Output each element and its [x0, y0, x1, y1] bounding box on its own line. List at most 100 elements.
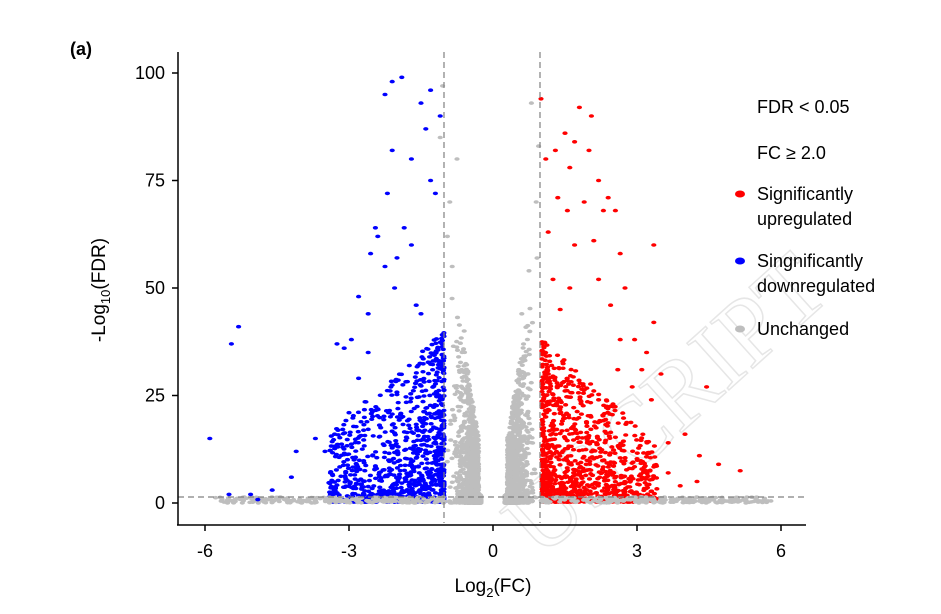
upregulated-point	[588, 427, 594, 432]
downregulated-point	[436, 359, 442, 363]
upregulated-point	[548, 454, 554, 459]
unchanged-point	[432, 500, 438, 505]
unchanged-point	[510, 416, 516, 421]
downregulated-point	[370, 434, 376, 438]
downregulated-point	[361, 415, 367, 420]
unchanged-point	[404, 500, 410, 505]
downregulated-point	[439, 345, 445, 349]
downregulated-point	[349, 468, 355, 473]
data-points	[207, 75, 774, 505]
upregulated-point	[610, 448, 617, 452]
unchanged-point	[454, 348, 461, 353]
downregulated-point	[358, 419, 364, 424]
upregulated-point	[575, 435, 581, 440]
upregulated-point	[573, 479, 579, 484]
unchanged-point	[518, 401, 524, 405]
upregulated-point	[570, 447, 577, 452]
unchanged-point	[598, 497, 604, 502]
upregulated-point	[618, 481, 625, 486]
downregulated-point	[406, 363, 412, 368]
downregulated-point	[392, 425, 398, 430]
unchanged-point	[451, 474, 457, 479]
unchanged-point	[523, 473, 529, 478]
downregulated-point	[380, 488, 387, 492]
downregulated-point	[438, 450, 444, 454]
unchanged-point	[458, 468, 464, 473]
upregulated-point	[636, 482, 642, 487]
unchanged-point	[518, 437, 525, 442]
downregulated-point	[364, 419, 370, 424]
upregulated-point	[541, 439, 547, 444]
unchanged-point	[658, 499, 665, 503]
upregulated-point	[551, 398, 557, 403]
unchanged-point	[452, 392, 458, 397]
upregulated-point	[539, 389, 545, 394]
unchanged-point	[451, 418, 458, 423]
upregulated-point	[651, 444, 658, 448]
upregulated-point	[623, 433, 629, 437]
upregulated-point	[652, 463, 658, 467]
unchanged-point	[372, 495, 378, 499]
downregulated-point	[441, 388, 447, 393]
unchanged-point	[457, 464, 464, 469]
upregulated-point	[648, 489, 654, 494]
downregulated-point	[352, 440, 358, 445]
unchanged-point	[605, 497, 611, 502]
downregulated-point	[413, 422, 419, 427]
unchanged-point	[765, 499, 771, 503]
downregulated-point	[370, 414, 376, 419]
upregulated-point	[601, 476, 608, 481]
unchanged-point	[524, 446, 530, 451]
upregulated-point	[601, 486, 608, 490]
downregulated-point	[385, 439, 391, 444]
downregulated-point	[343, 418, 349, 423]
downregulated-point	[410, 482, 416, 487]
downregulated-point	[400, 383, 406, 387]
downregulated-point	[386, 408, 393, 413]
downregulated-point	[386, 472, 392, 477]
unchanged-point	[465, 370, 471, 375]
upregulated-point	[561, 358, 567, 362]
upregulated-point	[571, 405, 577, 410]
unchanged-point	[526, 421, 532, 426]
downregulated-point	[423, 448, 429, 453]
upregulated-point	[547, 477, 553, 482]
unchanged-point	[728, 498, 734, 503]
downregulated-point	[341, 460, 347, 464]
upregulated-point	[595, 420, 601, 425]
downregulated-point	[369, 417, 375, 422]
upregulated-point	[564, 411, 570, 416]
upregulated-point	[539, 431, 546, 436]
downregulated-point	[341, 422, 347, 427]
unchanged-point	[461, 400, 467, 404]
unchanged-point	[454, 476, 460, 480]
downregulated-point	[403, 400, 409, 405]
upregulated-point	[569, 489, 575, 494]
unchanged-point	[474, 432, 480, 437]
upregulated-point	[564, 466, 570, 470]
downregulated-point	[367, 473, 374, 478]
downregulated-point	[439, 353, 445, 357]
unchanged-point	[274, 497, 281, 502]
downregulated-point	[440, 385, 446, 390]
downregulated-point	[347, 433, 353, 437]
unchanged-point	[458, 485, 465, 489]
upregulated-point	[583, 473, 589, 478]
upregulated-point	[612, 479, 618, 484]
upregulated-point	[580, 492, 587, 497]
unchanged-point	[521, 355, 527, 360]
upregulated-point	[598, 450, 604, 454]
downregulated-point	[348, 442, 354, 446]
downregulated-point	[419, 461, 425, 466]
downregulated-point	[347, 473, 354, 477]
upregulated-point	[557, 398, 563, 403]
upregulated-point	[591, 485, 597, 490]
downregulated-point	[340, 427, 346, 432]
unchanged-point	[266, 497, 272, 502]
downregulated-point	[431, 454, 437, 458]
unchanged-point	[312, 500, 318, 504]
downregulated-point	[416, 428, 422, 433]
downregulated-point	[421, 492, 427, 496]
unchanged-point	[516, 367, 522, 372]
downregulated-point	[432, 382, 439, 386]
